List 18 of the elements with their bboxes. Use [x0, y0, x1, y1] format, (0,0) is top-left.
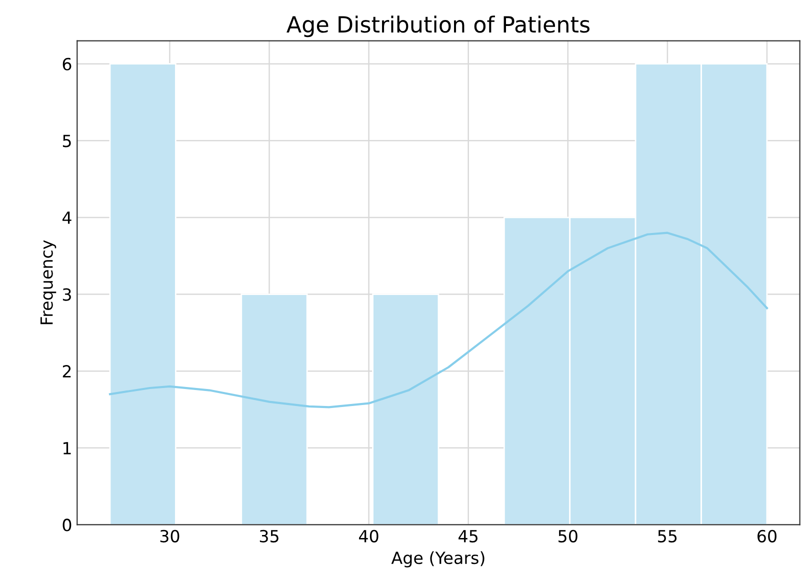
x-tick-label: 55 — [658, 530, 677, 542]
y-tick-label: 0 — [62, 518, 72, 532]
chart-title: Age Distribution of Patients — [286, 16, 590, 38]
y-tick-label: 4 — [62, 212, 72, 224]
y-axis-title: Frequency — [40, 240, 56, 324]
x-tick-label: 50 — [558, 530, 578, 542]
line-series — [108, 232, 768, 408]
x-axis-title: Age (Years) — [391, 551, 484, 568]
y-tick-label: 3 — [62, 288, 71, 301]
x-tick-label: 40 — [359, 530, 378, 542]
x-tick-label: 30 — [160, 530, 180, 542]
y-tick-label: 5 — [62, 134, 71, 148]
y-tick-label: 6 — [62, 58, 72, 70]
x-tick-label: 60 — [758, 530, 776, 542]
x-tick-label: 35 — [260, 530, 278, 542]
y-tick-label: 2 — [62, 365, 71, 378]
x-tick-label: 45 — [458, 530, 478, 542]
y-tick-label: 1 — [64, 442, 71, 454]
